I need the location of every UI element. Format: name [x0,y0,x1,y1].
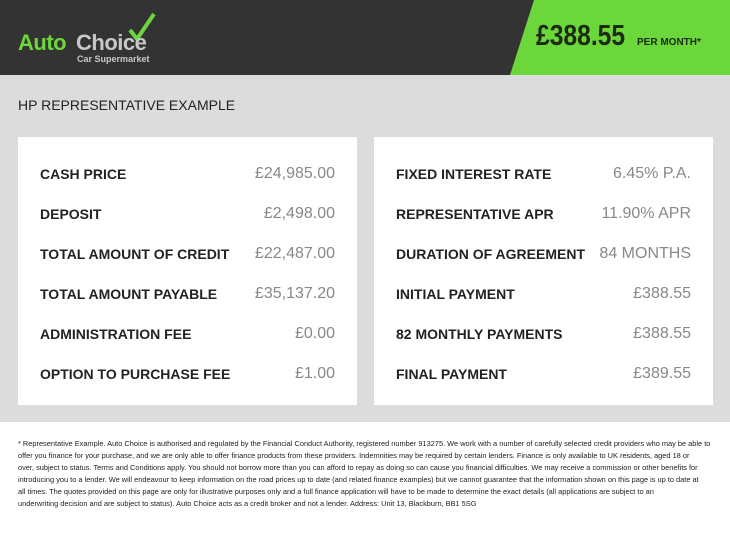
row-value: 11.90% APR [601,205,691,222]
row-label: REPRESENTATIVE APR [396,206,554,222]
row-value: £388.55 [633,285,691,302]
right-card: FIXED INTEREST RATE 6.45% P.A. REPRESENTAT… [374,137,713,405]
finance-example: HP REPRESENTATIVE EXAMPLE CASH PRICE £24,… [0,75,730,422]
row-label: CASH PRICE [40,166,127,182]
row-value: £22,487.00 [254,245,335,262]
row-value: 6.45% P.A. [613,165,691,182]
section-title: HP REPRESENTATIVE EXAMPLE [18,97,236,113]
checkmark-icon [128,12,156,42]
finance-row: DURATION OF AGREEMENT 84 MONTHS [396,244,691,264]
disclaimer: * Representative Example. Auto Choice is… [18,438,718,510]
row-value: £0.00 [294,325,335,342]
per-month-label: PER MONTH* [637,37,701,48]
monthly-price: £388.55 [536,20,626,52]
finance-row: FIXED INTEREST RATE 6.45% P.A. [396,164,691,184]
finance-row: INITIAL PAYMENT £388.55 [396,284,691,304]
disclaimer-line: * Representative Example. Auto Choice is… [18,439,711,448]
row-value: £24,985.00 [254,165,335,182]
row-label: DEPOSIT [40,206,102,222]
header: Auto Choice Car Supermarket £388.55 PER … [0,0,730,75]
disclaimer-line: over, subject to status. Terms and Condi… [18,463,698,472]
disclaimer-line: underwriting decision and are subject to… [18,499,477,508]
row-label: INITIAL PAYMENT [396,286,515,302]
finance-row: TOTAL AMOUNT OF CREDIT £22,487.00 [40,244,335,264]
row-value: £1.00 [294,365,335,382]
finance-row: DEPOSIT £2,498.00 [40,204,335,224]
row-label: FINAL PAYMENT [396,366,507,382]
finance-row: ADMINISTRATION FEE £0.00 [40,324,335,344]
left-card: CASH PRICE £24,985.00 DEPOSIT £2,498.00 TOTA… [18,137,357,405]
row-label: DURATION OF AGREEMENT [396,246,585,262]
row-value: £388.55 [633,325,691,342]
finance-row: TOTAL AMOUNT PAYABLE £35,137.20 [40,284,335,304]
logo-choice: Choice [76,30,147,55]
finance-row: CASH PRICE £24,985.00 [40,164,335,184]
row-value: 84 MONTHS [599,245,691,262]
disclaimer-line: offer you finance for your purchase, and… [18,451,690,460]
row-label: TOTAL AMOUNT PAYABLE [40,286,218,302]
disclaimer-line: all times. The quotes provided on this p… [18,487,654,496]
finance-row: 82 MONTHLY PAYMENTS £388.55 [396,324,691,344]
row-label: ADMINISTRATION FEE [40,326,192,342]
price-banner [510,0,730,75]
finance-row: REPRESENTATIVE APR 11.90% APR [396,204,691,224]
row-value: £2,498.00 [263,205,335,222]
disclaimer-line: introducing you to a lender. We will end… [18,475,699,484]
logo-auto: Auto [18,30,67,55]
row-label: 82 MONTHLY PAYMENTS [396,326,563,342]
row-value: £35,137.20 [254,285,335,302]
row-value: £389.55 [633,365,691,382]
finance-row: OPTION TO PURCHASE FEE £1.00 [40,364,335,384]
logo[interactable]: Auto Choice Car Supermarket [18,10,168,66]
row-label: OPTION TO PURCHASE FEE [40,366,231,382]
logo-tagline: Car Supermarket [77,54,150,64]
finance-row: FINAL PAYMENT £389.55 [396,364,691,384]
row-label: TOTAL AMOUNT OF CREDIT [40,246,230,262]
row-label: FIXED INTEREST RATE [396,166,552,182]
